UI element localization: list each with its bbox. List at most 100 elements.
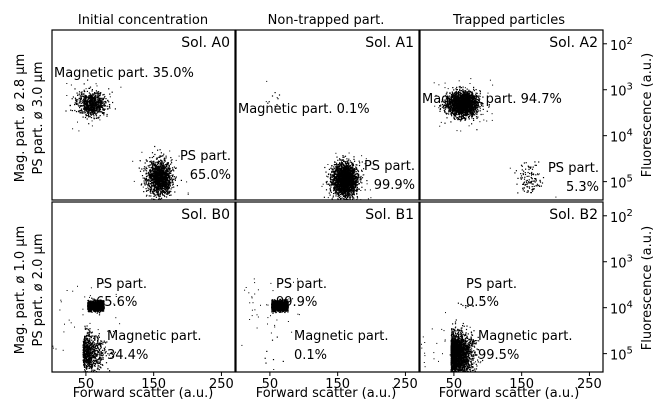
scatter-point <box>354 160 356 162</box>
scatter-point <box>348 168 350 170</box>
scatter-point <box>93 96 96 98</box>
scatter-point <box>156 184 158 186</box>
scatter-point <box>97 95 99 97</box>
scatter-point <box>357 180 359 182</box>
scatter-point <box>187 193 189 195</box>
scatter-point <box>147 187 149 189</box>
y-axis-label-bottom: Fluorescence (a.u.) <box>640 226 655 350</box>
scatter-point <box>161 192 163 194</box>
row-label-b-magnetic: Mag. part. ø 1.0 μm <box>13 226 28 354</box>
scatter-point <box>166 183 168 185</box>
scatter-point <box>339 184 341 187</box>
scatter-point <box>342 184 344 186</box>
scatter-point <box>157 149 159 151</box>
scatter-point <box>338 175 340 177</box>
scatter-point <box>334 161 336 164</box>
scatter-point <box>341 182 344 185</box>
scatter-point <box>339 168 341 170</box>
scatter-point <box>153 170 155 172</box>
scatter-point <box>351 186 353 188</box>
scatter-point <box>160 183 163 185</box>
scatter-point <box>346 185 348 187</box>
scatter-point <box>141 168 143 170</box>
scatter-point <box>83 83 85 85</box>
scatter-point <box>69 104 71 107</box>
scatter-point <box>161 179 163 181</box>
scatter-point <box>336 179 339 181</box>
scatter-point <box>84 100 87 103</box>
scatter-point <box>158 160 160 162</box>
scatter-point <box>328 168 330 170</box>
scatter-point <box>84 97 86 99</box>
scatter-point <box>174 178 176 180</box>
scatter-point <box>336 188 338 190</box>
scatter-point <box>333 166 335 168</box>
scatter-point <box>341 161 343 163</box>
scatter-point <box>165 191 167 193</box>
scatter-point <box>151 175 153 177</box>
scatter-point <box>454 91 456 93</box>
scatter-point <box>342 180 345 182</box>
scatter-point <box>92 102 94 104</box>
scatter-point <box>143 166 146 168</box>
scatter-point <box>160 174 162 176</box>
scatter-point <box>166 188 169 190</box>
scatter-point <box>165 176 167 178</box>
scatter-point <box>155 180 157 182</box>
scatter-point <box>170 170 172 172</box>
scatter-point <box>98 104 100 106</box>
scatter-point <box>159 168 161 170</box>
scatter-point <box>151 156 153 159</box>
scatter-point <box>473 110 475 112</box>
scatter-point <box>172 178 174 180</box>
scatter-point <box>337 171 339 173</box>
scatter-point <box>95 115 98 117</box>
scatter-point <box>352 166 354 168</box>
scatter-point <box>334 167 336 169</box>
scatter-point <box>350 182 352 185</box>
scatter-point <box>150 164 152 166</box>
scatter-point <box>169 172 171 174</box>
scatter-point <box>94 109 96 111</box>
scatter-point <box>91 101 94 103</box>
scatter-point <box>352 165 355 167</box>
scatter-point <box>348 182 350 185</box>
scatter-point <box>469 111 471 113</box>
scatter-point <box>96 112 98 114</box>
scatter-point <box>141 151 143 153</box>
scatter-point <box>98 117 100 119</box>
scatter-point <box>156 174 159 176</box>
scatter-point <box>327 176 329 178</box>
scatter-point <box>335 187 337 189</box>
scatter-point <box>162 185 164 187</box>
scatter-point <box>144 169 146 171</box>
scatter-point <box>87 79 89 81</box>
scatter-point <box>147 184 149 186</box>
scatter-point <box>164 167 166 169</box>
scatter-point <box>333 190 335 192</box>
scatter-point <box>161 167 163 169</box>
scatter-point <box>163 183 165 185</box>
scatter-point <box>96 94 98 96</box>
scatter-point <box>325 181 327 183</box>
scatter-point <box>163 161 165 163</box>
scatter-point <box>71 98 73 100</box>
scatter-point <box>326 182 328 184</box>
scatter-point <box>348 176 350 178</box>
scatter-point <box>66 95 68 96</box>
scatter-point <box>347 191 349 194</box>
scatter-point <box>344 169 346 171</box>
scatter-point <box>164 188 166 190</box>
scatter-point <box>274 105 276 107</box>
row-label-b-ps: PS part. ø 2.0 μm <box>31 234 46 347</box>
scatter-point <box>346 187 348 190</box>
scatter-point <box>152 168 154 170</box>
scatter-point <box>109 93 111 95</box>
scatter-point <box>163 153 165 155</box>
scatter-point <box>171 178 173 180</box>
scatter-point <box>346 166 348 168</box>
scatter-point <box>373 164 375 166</box>
scatter-point <box>170 178 172 181</box>
